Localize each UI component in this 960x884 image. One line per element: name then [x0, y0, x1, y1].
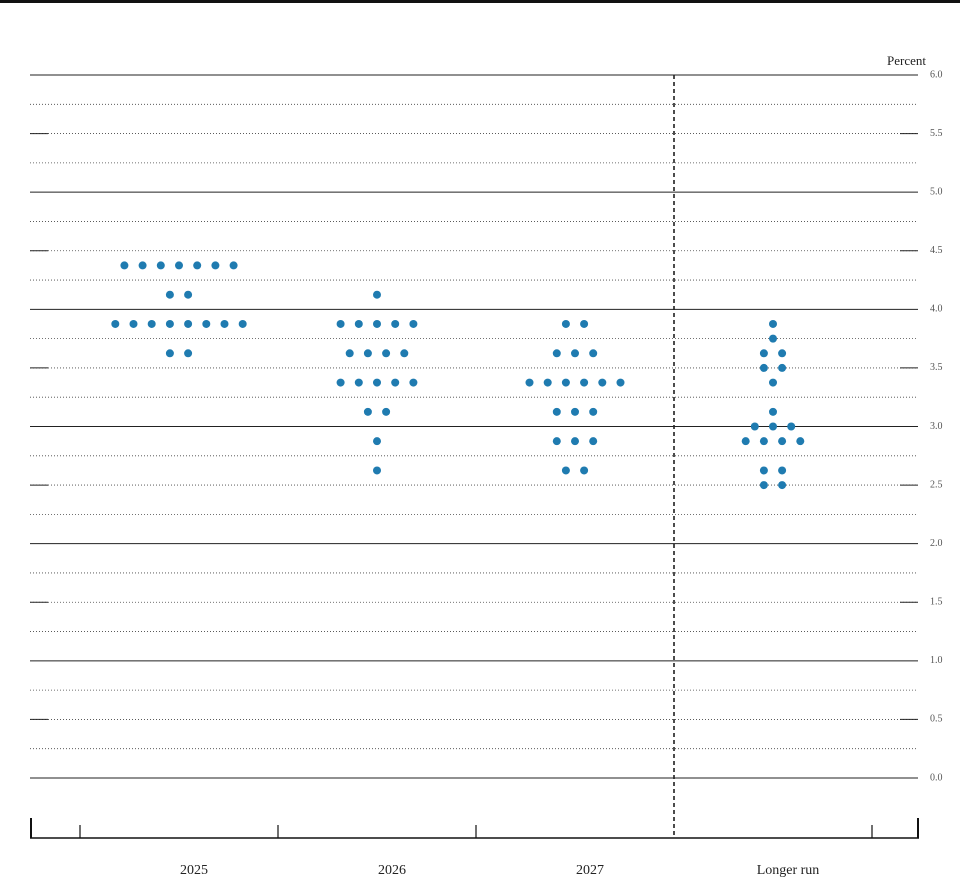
dot — [616, 378, 625, 387]
dot — [382, 349, 391, 358]
dot — [336, 319, 345, 328]
dot — [336, 378, 345, 387]
y-axis-label: Percent — [887, 53, 926, 68]
x-tick-label: Longer run — [757, 863, 820, 878]
dot — [120, 261, 129, 270]
dot — [561, 378, 570, 387]
y-tick-label: 4.5 — [930, 245, 943, 256]
dot — [769, 422, 777, 431]
dot — [354, 319, 363, 328]
dot — [778, 481, 787, 490]
dot — [778, 349, 787, 358]
dot — [165, 290, 174, 299]
dot — [759, 349, 768, 358]
dot — [193, 261, 202, 270]
dot — [759, 363, 768, 372]
dot — [363, 349, 372, 358]
dot — [382, 407, 391, 416]
dot — [147, 319, 156, 328]
dot — [391, 319, 400, 328]
y-tick-label: 3.5 — [930, 362, 943, 373]
dot — [598, 378, 607, 387]
dot — [175, 261, 183, 270]
x-tick-label: 2025 — [180, 863, 208, 878]
x-tick-label: 2026 — [378, 863, 406, 878]
dot — [220, 319, 229, 328]
dot — [354, 378, 363, 387]
dot — [759, 481, 768, 490]
dot — [561, 466, 570, 475]
dot — [769, 334, 777, 343]
dot — [759, 437, 768, 446]
dot — [543, 378, 552, 387]
dot — [525, 378, 534, 387]
y-tick-label: 1.0 — [930, 655, 943, 666]
y-tick-label: 0.5 — [930, 714, 943, 725]
top-bar — [0, 0, 960, 3]
dot — [409, 378, 418, 387]
dot — [580, 319, 589, 328]
dot — [580, 466, 589, 475]
dot — [373, 437, 381, 446]
dot — [211, 261, 220, 270]
dot — [373, 466, 381, 475]
dot — [238, 319, 247, 328]
dot — [778, 363, 787, 372]
dot — [129, 319, 138, 328]
dot — [373, 290, 381, 299]
dot — [156, 261, 165, 270]
dot — [363, 407, 372, 416]
dot — [769, 378, 777, 387]
dot — [787, 422, 796, 431]
y-tick-label: 3.0 — [930, 421, 943, 432]
y-tick-label: 0.0 — [930, 772, 943, 783]
dot — [184, 349, 193, 358]
dot — [229, 261, 238, 270]
dot — [165, 349, 174, 358]
dot — [184, 319, 193, 328]
dot — [741, 437, 750, 446]
dot — [165, 319, 174, 328]
dot — [345, 349, 354, 358]
dot — [184, 290, 193, 299]
dot — [409, 319, 418, 328]
dot — [796, 437, 805, 446]
dot — [750, 422, 759, 431]
dot — [571, 437, 579, 446]
dot — [552, 407, 561, 416]
dot — [391, 378, 400, 387]
x-tick-label: 2027 — [576, 863, 604, 878]
dot — [561, 319, 570, 328]
dot — [769, 407, 777, 416]
y-tick-label: 5.0 — [930, 186, 943, 197]
dot — [580, 378, 589, 387]
y-tick-label: 4.0 — [930, 304, 943, 315]
dot — [778, 437, 787, 446]
dot — [552, 437, 561, 446]
dot — [589, 349, 598, 358]
dot — [202, 319, 211, 328]
dot — [571, 407, 579, 416]
dot — [778, 466, 787, 475]
dot — [769, 319, 777, 328]
dot — [571, 349, 579, 358]
dot — [138, 261, 147, 270]
dot — [373, 378, 381, 387]
dot — [111, 319, 120, 328]
y-tick-label: 1.5 — [930, 597, 943, 608]
y-tick-label: 2.0 — [930, 538, 943, 549]
dot — [589, 437, 598, 446]
dot — [400, 349, 409, 358]
dot — [589, 407, 598, 416]
y-tick-label: 6.0 — [930, 69, 943, 80]
dot — [552, 349, 561, 358]
y-tick-label: 5.5 — [930, 128, 943, 139]
dot — [759, 466, 768, 475]
y-tick-label: 2.5 — [930, 479, 943, 490]
dot — [373, 319, 381, 328]
